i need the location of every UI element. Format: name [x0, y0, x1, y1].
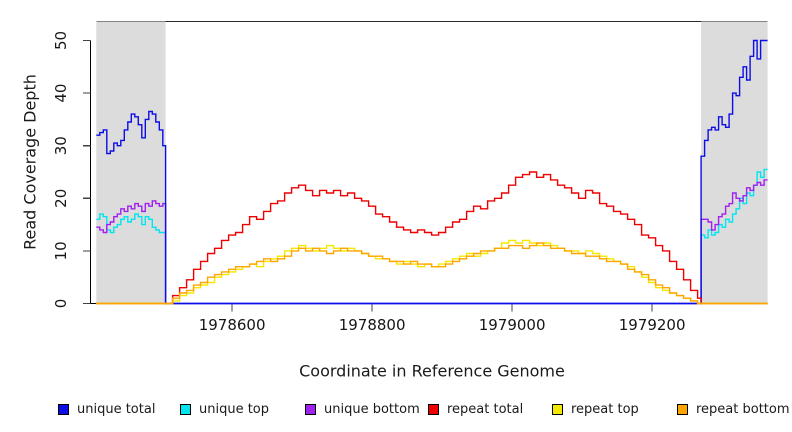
series-repeat-total — [96, 171, 768, 305]
legend-item-repeat-total: repeat total — [428, 400, 523, 418]
series-unique-total — [96, 39, 768, 305]
y-tick-label: 50 — [52, 31, 70, 50]
series-repeat-top — [96, 239, 768, 305]
legend-label: repeat top — [571, 401, 639, 417]
legend-item-unique-total: unique total — [58, 400, 155, 418]
y-tick-label: 40 — [52, 84, 70, 103]
legend-label: repeat bottom — [696, 401, 790, 417]
repeat-bottom-swatch-icon — [677, 403, 688, 415]
legend-item-repeat-top: repeat top — [552, 400, 639, 418]
repeat-top-swatch-icon — [552, 403, 563, 415]
unique-top-swatch-icon — [180, 403, 191, 415]
unique-total-swatch-icon — [58, 403, 69, 415]
legend: unique total unique top unique bottom re… — [0, 400, 792, 420]
x-tick-label: 1978800 — [339, 316, 406, 334]
y-tick-label: 10 — [52, 241, 70, 260]
y-tick-label: 30 — [52, 136, 70, 155]
coverage-plot-canvas: 1978600 1978800 1979000 1979200 0 10 20 30 40 50 — [52, 21, 768, 334]
x-tick-label: 1978600 — [199, 316, 266, 334]
y-axis-title: Read Coverage Depth — [20, 74, 40, 250]
series-repeat-bottom — [96, 242, 768, 305]
y-tick-label: 20 — [52, 189, 70, 208]
x-tick-label: 1979000 — [479, 316, 546, 334]
legend-label: repeat total — [447, 401, 524, 417]
legend-label: unique bottom — [324, 401, 420, 417]
shaded-repeat-region — [96, 21, 166, 304]
legend-label: unique top — [199, 401, 270, 417]
x-tick-label: 1979200 — [619, 316, 686, 334]
unique-bottom-swatch-icon — [305, 403, 316, 415]
repeat-total-swatch-icon — [428, 403, 439, 415]
shaded-repeat-region — [701, 21, 768, 304]
series-unique-top — [96, 168, 768, 305]
x-axis-title: Coordinate in Reference Genome — [299, 361, 565, 381]
y-tick-label: 0 — [52, 299, 70, 309]
legend-item-unique-top: unique top — [180, 400, 269, 418]
legend-item-repeat-bottom: repeat bottom — [677, 400, 790, 418]
legend-label: unique total — [77, 401, 156, 417]
legend-item-unique-bottom: unique bottom — [305, 400, 420, 418]
